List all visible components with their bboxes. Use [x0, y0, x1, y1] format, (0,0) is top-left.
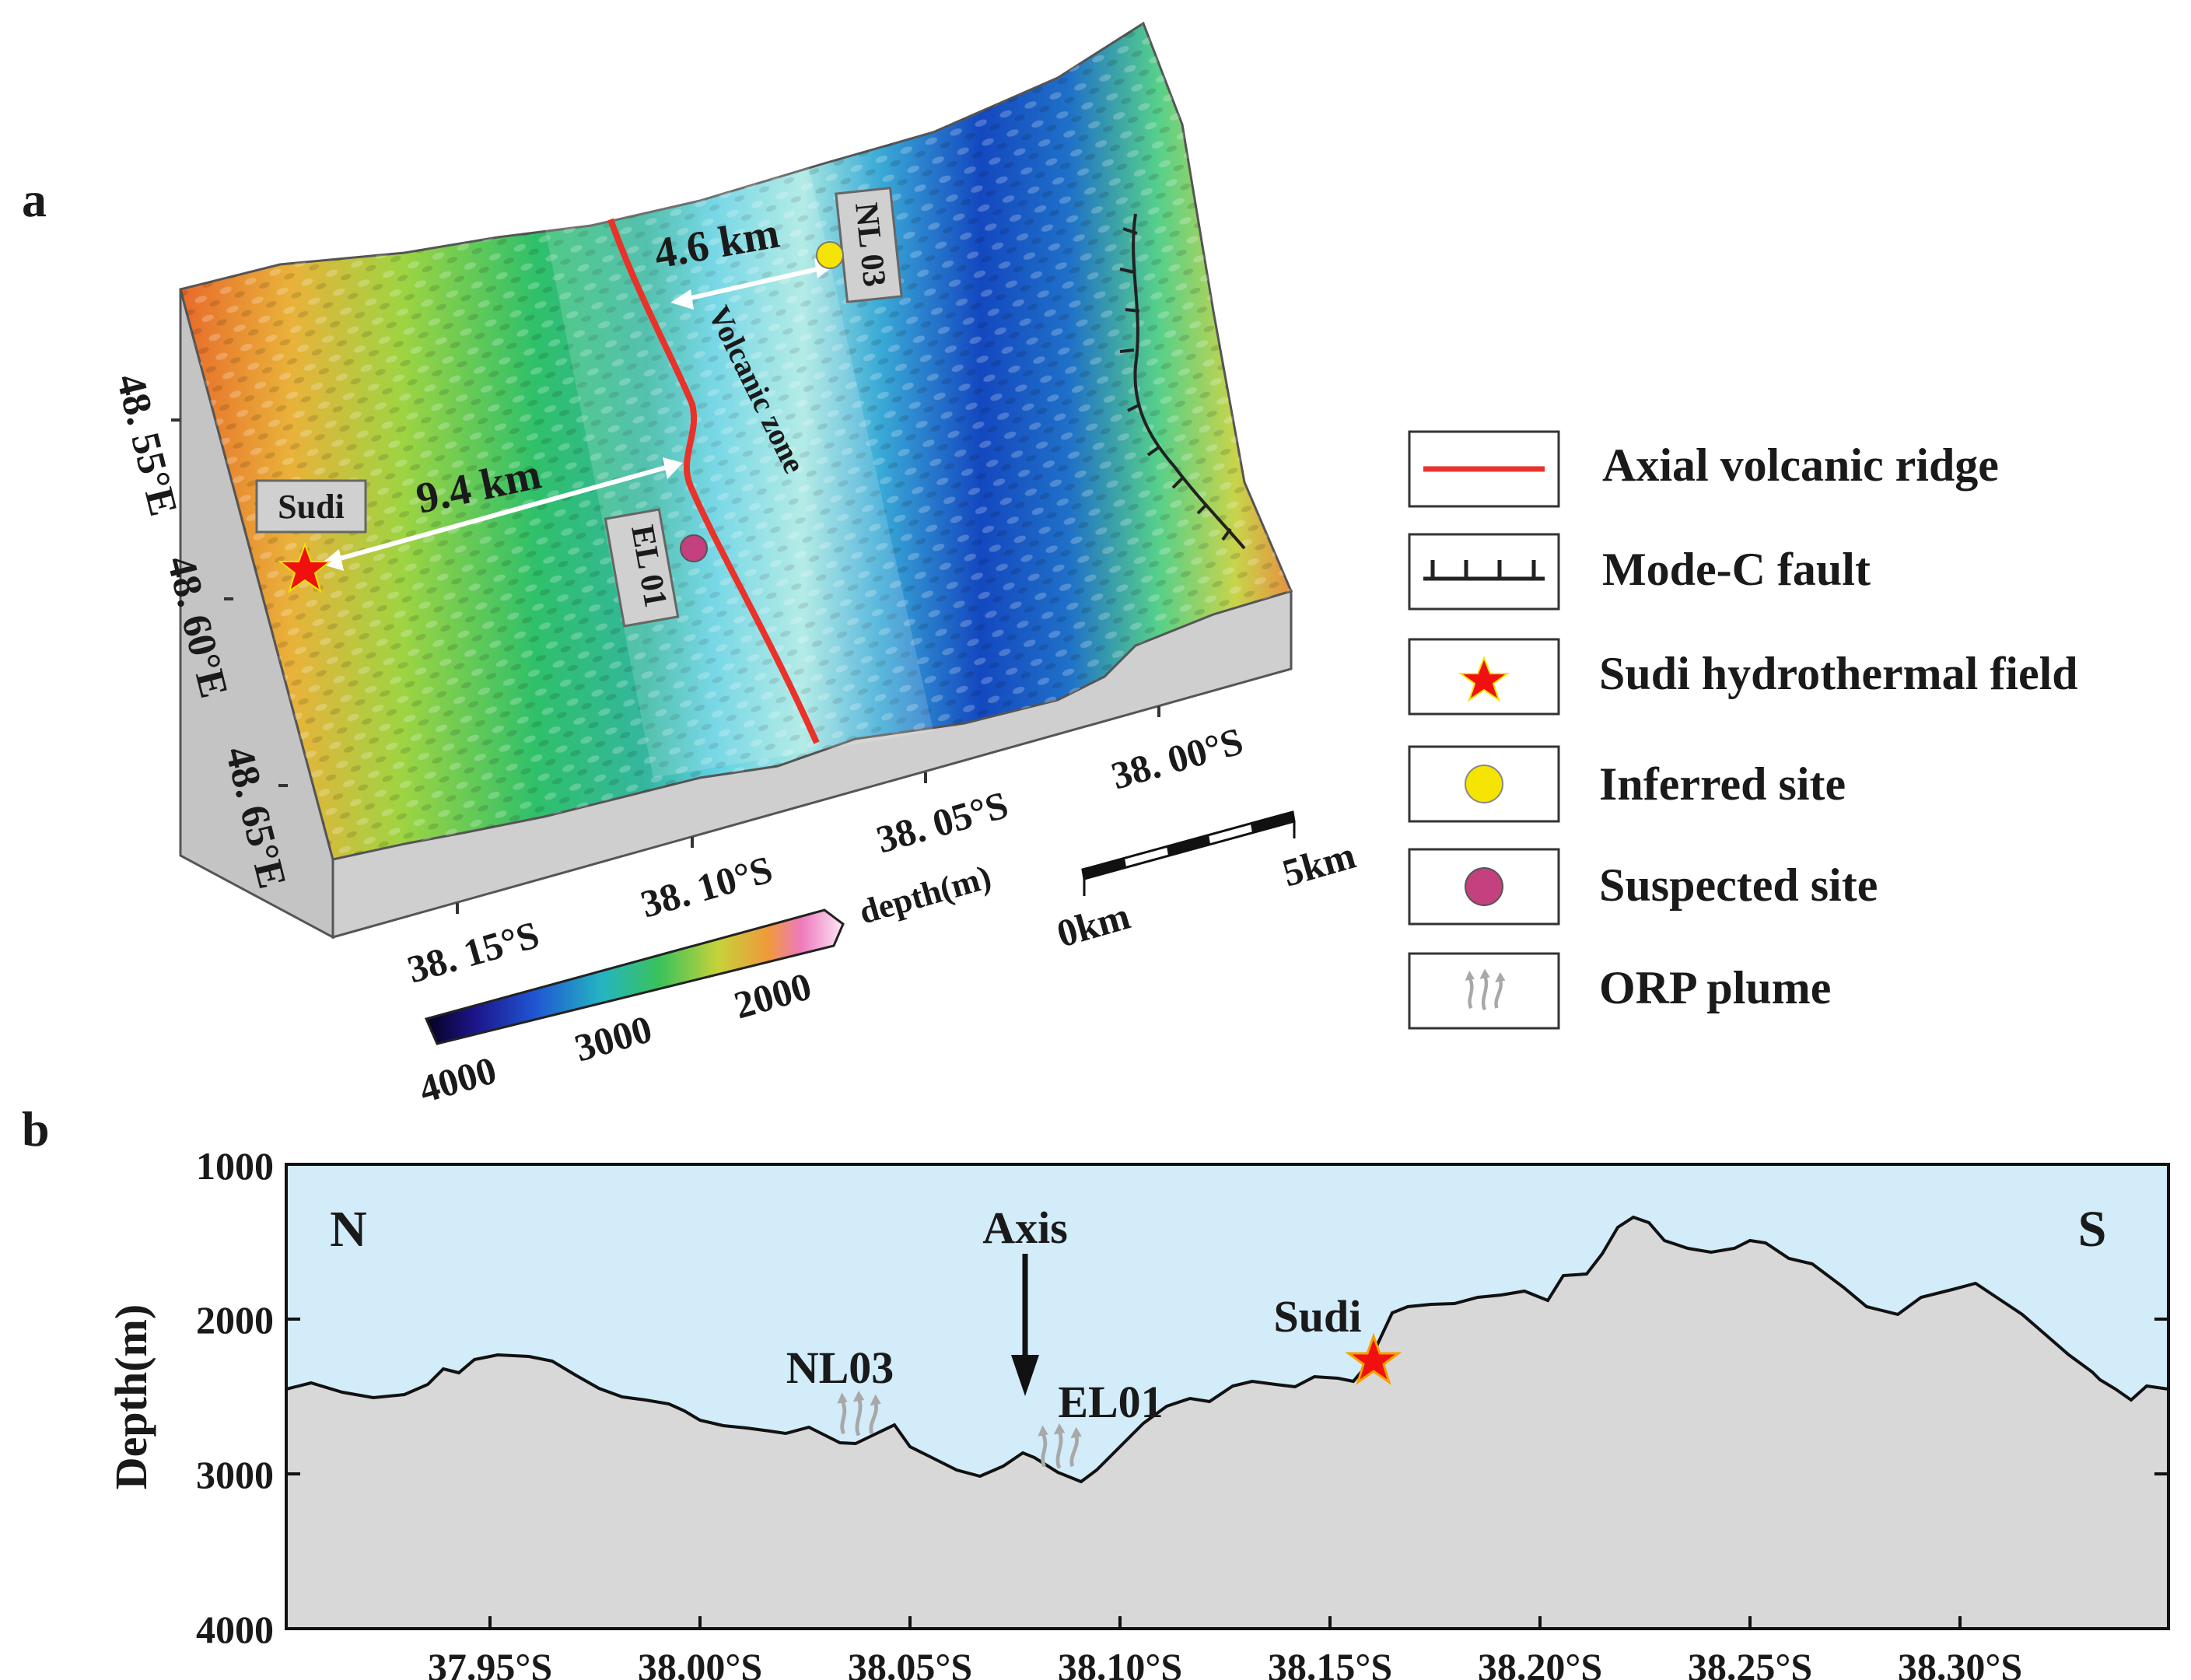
y-tick-label: 4000: [196, 1608, 274, 1651]
x-tick-label: 38.30°S: [1898, 1645, 2022, 1680]
seafloor-profile-line: [285, 1215, 2169, 1484]
depth-axis: [286, 1318, 2168, 1475]
inferred-site-marker: [816, 241, 844, 269]
mode-c-fault: [1119, 213, 1246, 550]
sudi-profile-label: Sudi: [1274, 1291, 1362, 1342]
legend-item: Inferred site: [1408, 745, 1846, 823]
legend-label: Axial volcanic ridge: [1602, 439, 1999, 491]
legend-label: Sudi hydrothermal field: [1599, 648, 2078, 699]
latitude-axis-b: [488, 1616, 1962, 1629]
plot-frame: [285, 1163, 2170, 1630]
latitude-axis: [456, 706, 1160, 914]
bathymetry-block: [179, 21, 1293, 940]
x-tick-label: 38.10°S: [1058, 1645, 1182, 1680]
scale-bar-end: 5km: [1278, 833, 1360, 895]
panel-b-label: b: [22, 1101, 50, 1157]
legend-item: Sudi hydrothermal field: [1408, 638, 2078, 716]
seafloor-texture: [180, 23, 1291, 859]
lat-tick-label: 38. 05°S: [872, 782, 1013, 861]
sudi-profile-star-icon: [1345, 1332, 1402, 1385]
sudi-label-box: [255, 479, 367, 534]
legend-label: Inferred site: [1599, 758, 1846, 810]
legend-item: Mode-C fault: [1408, 533, 1871, 611]
lon-tick-label: 48. 55°E: [107, 369, 185, 520]
x-tick-label: 38.15°S: [1268, 1645, 1392, 1680]
x-tick-label: 38.25°S: [1688, 1645, 1812, 1680]
x-tick-label: 37.95°S: [428, 1645, 552, 1680]
el01-label-box: [604, 508, 680, 628]
sudi-label: Sudi: [278, 488, 345, 526]
colorbar-title: depth(m): [855, 858, 995, 932]
legend-label: ORP plume: [1599, 962, 1831, 1013]
distance-arrow-lower: [320, 457, 683, 571]
legend-label: Mode-C fault: [1602, 544, 1871, 595]
x-tick-label: 38.05°S: [848, 1645, 972, 1680]
legend-item: Suspected site: [1408, 848, 1878, 926]
el01-profile-label: EL01: [1058, 1377, 1163, 1427]
legend-label: Suspected site: [1599, 859, 1878, 911]
legend-item: ORP plume: [1408, 952, 1831, 1030]
lat-tick-label: 38. 10°S: [636, 847, 778, 926]
colorbar-tick: 4000: [415, 1048, 502, 1111]
axis-arrow-icon: [1011, 1254, 1039, 1396]
red-star-icon: [1458, 656, 1510, 702]
seafloor-profile-fill: [286, 1217, 2168, 1629]
legend: Axial volcanic ridge Mode-C fault Sudi h…: [1408, 430, 2078, 1030]
y-tick-label: 1000: [196, 1144, 274, 1188]
colorbar-tick: 2000: [730, 964, 817, 1027]
lat-tick-label: 38. 00°S: [1107, 719, 1248, 797]
axis-label: Axis: [982, 1202, 1068, 1253]
y-tick-label: 2000: [196, 1298, 274, 1342]
nl03-profile-label: NL03: [786, 1342, 894, 1393]
south-label: S: [2078, 1201, 2107, 1258]
el01-site: EL 01: [604, 508, 708, 628]
purple-circle-icon: [1465, 867, 1503, 906]
north-label: N: [330, 1201, 367, 1258]
yellow-circle-icon: [1465, 765, 1503, 803]
x-tick-label: 38.20°S: [1478, 1645, 1602, 1680]
nl03-label: NL 03: [848, 201, 892, 289]
x-tick-label: 38.00°S: [638, 1645, 762, 1680]
fault-icon: [1423, 560, 1545, 581]
depth-axis-title: Depth(m): [106, 1304, 156, 1489]
depth-colorbar: [424, 908, 845, 1045]
suspected-site-marker: [680, 534, 708, 562]
volcanic-zone-band: [544, 167, 933, 778]
axial-volcanic-ridge: [607, 218, 820, 744]
profile-plot: [285, 1163, 2170, 1630]
nl03-site: NL 03: [816, 187, 903, 303]
legend-item: Axial volcanic ridge: [1408, 430, 1999, 508]
colorbar-tick: 3000: [570, 1006, 657, 1069]
scale-bar: [1081, 810, 1296, 896]
longitude-axis: [171, 418, 288, 787]
lat-tick-label: 38. 15°S: [403, 912, 544, 991]
panel-a-label: a: [22, 172, 47, 227]
y-tick-label: 3000: [196, 1453, 274, 1496]
sudi-site: Sudi: [255, 479, 367, 593]
scale-bar-start: 0km: [1052, 894, 1135, 956]
sudi-star-icon: [278, 542, 332, 593]
